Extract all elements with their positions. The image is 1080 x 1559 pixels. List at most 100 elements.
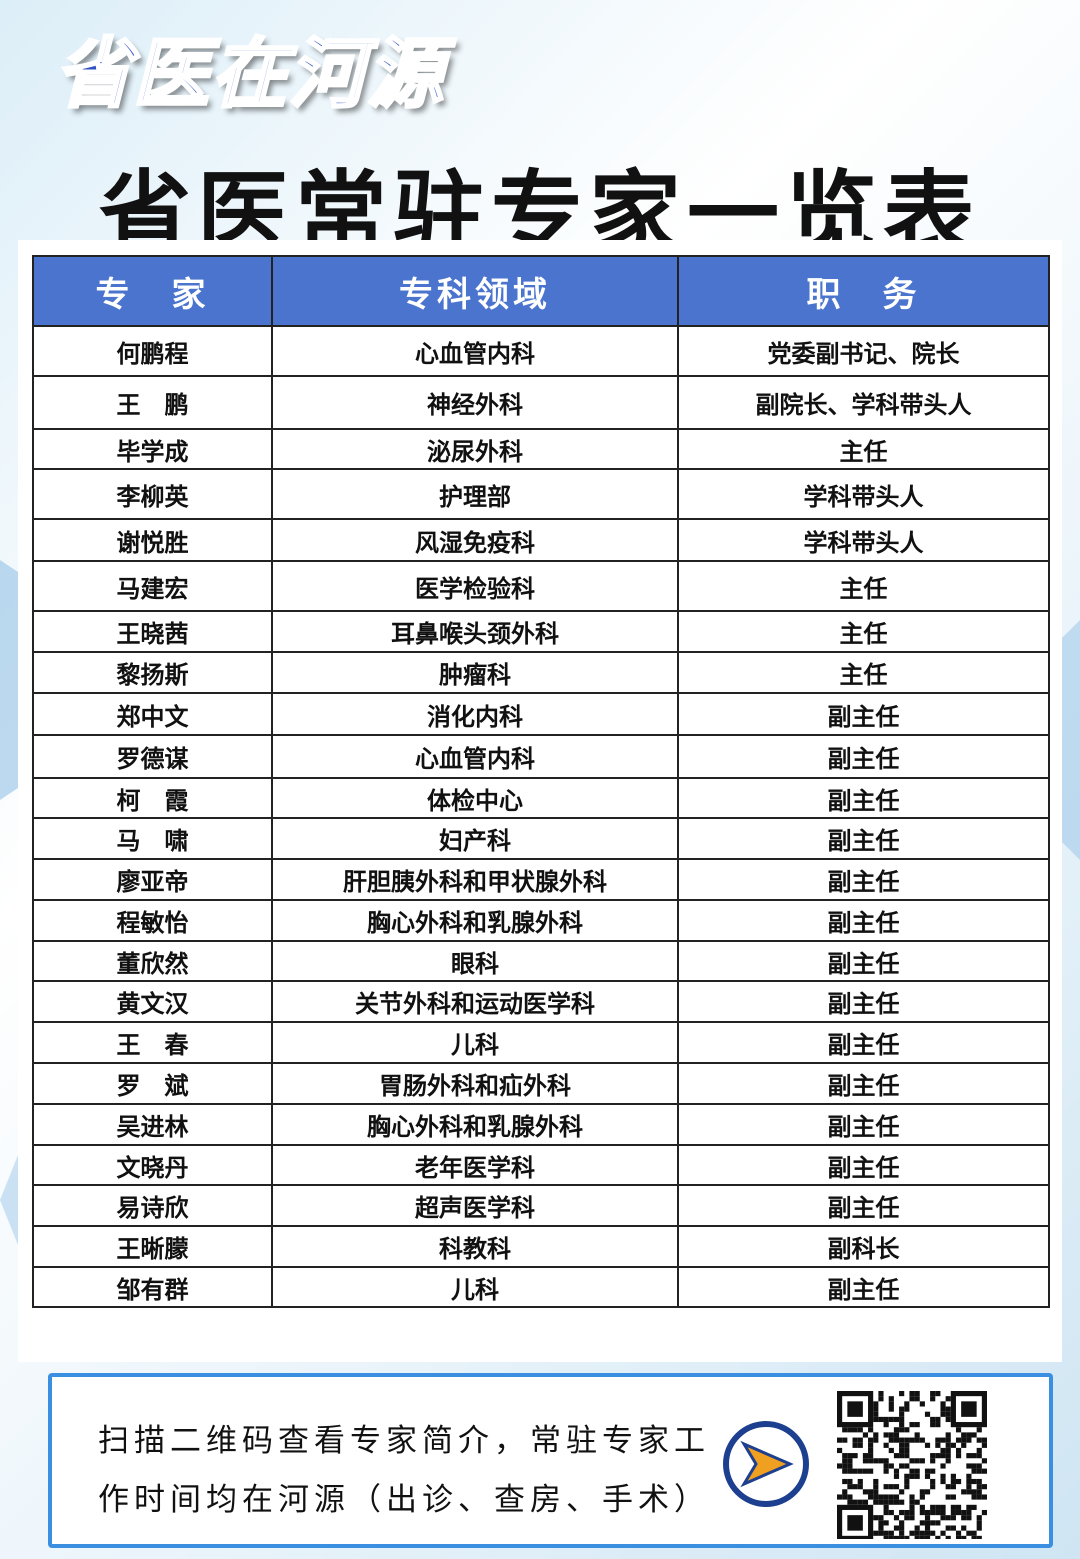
qr-module <box>847 1515 863 1531</box>
qr-module <box>914 1422 920 1428</box>
table-cell: 胃肠外科和疝外科 <box>271 1062 679 1105</box>
qr-module <box>873 1406 879 1412</box>
table-cell: 廖亚帝 <box>32 858 273 901</box>
qr-module <box>893 1432 900 1438</box>
qr-module <box>899 1530 905 1536</box>
qr-module <box>899 1416 905 1423</box>
qr-module <box>955 1478 962 1485</box>
qr-module <box>976 1468 982 1474</box>
qr-module <box>945 1525 951 1531</box>
qr-module <box>981 1442 987 1448</box>
qr-module <box>914 1530 920 1536</box>
qr-module <box>914 1396 920 1402</box>
column-header: 专 家 <box>32 255 273 327</box>
qr-module <box>888 1463 894 1469</box>
qr-module <box>919 1535 925 1539</box>
qr-module <box>950 1515 956 1521</box>
qr-module <box>945 1416 951 1423</box>
qr-module <box>873 1499 879 1505</box>
qr-module <box>904 1442 910 1448</box>
qr-module <box>930 1422 936 1428</box>
table-cell: 体检中心 <box>271 777 679 819</box>
qr-module <box>893 1535 900 1539</box>
qr-module <box>909 1422 915 1428</box>
qr-module <box>883 1484 889 1490</box>
qr-module <box>899 1391 905 1397</box>
table-cell: 耳鼻喉头颈外科 <box>271 610 679 653</box>
qr-module <box>888 1396 894 1402</box>
table-row: 马 啸妇产科 副主任 <box>32 817 1050 860</box>
table-cell: 心血管内科 <box>271 325 679 377</box>
table-cell: 神经外科 <box>271 375 679 430</box>
qr-module <box>878 1525 884 1531</box>
qr-module <box>904 1437 910 1443</box>
qr-module <box>976 1437 982 1443</box>
qr-module <box>883 1530 889 1536</box>
qr-module <box>842 1478 848 1485</box>
qr-module <box>919 1504 925 1510</box>
qr-module <box>862 1432 869 1438</box>
qr-module <box>899 1463 905 1469</box>
table-cell: 风湿免疫科 <box>271 518 679 562</box>
qr-module <box>878 1396 884 1402</box>
qr-module <box>914 1535 920 1539</box>
qr-module <box>950 1478 956 1485</box>
qr-module <box>955 1535 962 1539</box>
qr-module <box>924 1535 931 1539</box>
table-cell: 王晓茜 <box>32 610 273 653</box>
qr-module <box>945 1442 951 1448</box>
qr-module <box>842 1427 848 1433</box>
qr-module <box>966 1504 972 1510</box>
qr-module <box>914 1468 920 1474</box>
qr-module <box>935 1442 941 1448</box>
table-row: 郑中文 消化内科 副主任 <box>32 692 1050 736</box>
qr-module <box>971 1504 977 1510</box>
qr-module <box>945 1437 951 1443</box>
qr-module <box>909 1494 915 1500</box>
qr-module <box>945 1484 951 1490</box>
qr-module <box>868 1468 874 1474</box>
qr-module <box>945 1396 951 1402</box>
qr-module <box>981 1494 987 1500</box>
table-cell: 儿科 <box>271 1021 679 1064</box>
qr-module <box>868 1489 874 1495</box>
qr-module <box>878 1458 884 1464</box>
qr-module <box>888 1406 894 1412</box>
qr-module <box>842 1453 848 1459</box>
qr-module <box>966 1432 972 1438</box>
qr-module <box>842 1494 848 1500</box>
qr-module <box>981 1437 987 1443</box>
qr-module <box>862 1458 869 1464</box>
qr-module <box>899 1525 905 1531</box>
table-cell: 黎扬斯 <box>32 651 273 694</box>
qr-module <box>888 1416 894 1423</box>
table-cell: 关节外科和运动医学科 <box>271 980 679 1023</box>
qr-module <box>883 1416 889 1423</box>
qr-module <box>909 1391 915 1397</box>
qr-module <box>868 1458 874 1464</box>
qr-module <box>857 1484 863 1490</box>
qr-module <box>961 1515 967 1521</box>
qr-module <box>878 1515 884 1521</box>
table-cell: 超声医学科 <box>271 1184 679 1227</box>
qr-module <box>945 1458 951 1464</box>
qr-module <box>857 1442 863 1448</box>
qr-module <box>862 1499 869 1505</box>
qr-module <box>955 1530 962 1536</box>
table-cell: 李柳英 <box>32 468 273 520</box>
qr-module <box>899 1437 905 1443</box>
header-row: 专 家专科领域职 务 <box>32 255 1050 327</box>
qr-module <box>930 1504 936 1510</box>
qr-module <box>837 1494 843 1500</box>
table-cell: 肿瘤科 <box>271 651 679 694</box>
qr-module <box>961 1535 967 1539</box>
qr-module <box>873 1416 879 1423</box>
qr-module <box>904 1478 910 1485</box>
table-row: 王 鹏神经外科 副院长、学科带头人 <box>32 375 1050 430</box>
qr-module <box>940 1509 946 1516</box>
qr-module <box>971 1494 977 1500</box>
qr-module <box>966 1437 972 1443</box>
qr-code <box>837 1391 987 1539</box>
qr-module <box>868 1494 874 1500</box>
qr-module <box>935 1391 941 1397</box>
